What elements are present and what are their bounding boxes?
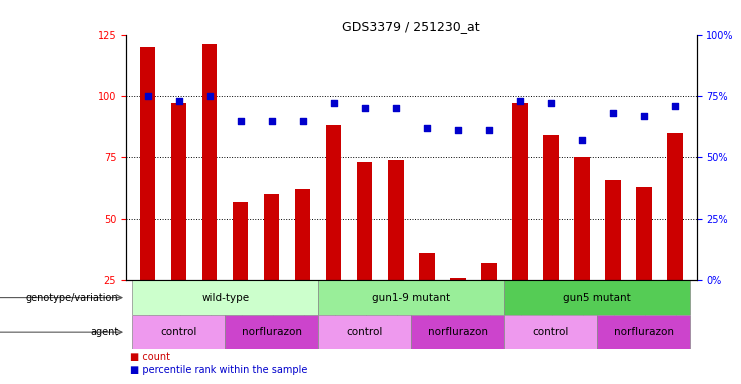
Point bbox=[235, 118, 247, 124]
Point bbox=[421, 125, 433, 131]
Bar bbox=[667, 133, 682, 342]
Text: norflurazon: norflurazon bbox=[242, 327, 302, 337]
Point bbox=[452, 127, 464, 134]
Bar bbox=[411, 315, 505, 349]
Point bbox=[204, 93, 216, 99]
Bar bbox=[295, 189, 310, 342]
Bar bbox=[574, 157, 590, 342]
Text: gun1-9 mutant: gun1-9 mutant bbox=[372, 293, 451, 303]
Bar bbox=[505, 280, 691, 315]
Bar bbox=[140, 47, 156, 342]
Point bbox=[669, 103, 681, 109]
Bar bbox=[597, 315, 691, 349]
Bar bbox=[512, 103, 528, 342]
Text: control: control bbox=[533, 327, 569, 337]
Bar bbox=[419, 253, 434, 342]
Point bbox=[266, 118, 278, 124]
Point bbox=[483, 127, 495, 134]
Bar bbox=[543, 135, 559, 342]
Point bbox=[173, 98, 185, 104]
Point bbox=[514, 98, 525, 104]
Bar bbox=[171, 103, 187, 342]
Bar bbox=[357, 162, 373, 342]
Text: ■ count: ■ count bbox=[130, 352, 170, 362]
Bar bbox=[636, 187, 651, 342]
Bar bbox=[233, 202, 248, 342]
Point bbox=[142, 93, 153, 99]
Bar bbox=[318, 280, 505, 315]
Bar bbox=[264, 194, 279, 342]
Bar bbox=[202, 45, 217, 342]
Bar bbox=[450, 278, 465, 342]
Text: norflurazon: norflurazon bbox=[614, 327, 674, 337]
Text: agent: agent bbox=[90, 327, 119, 337]
Point bbox=[359, 105, 370, 111]
Point bbox=[390, 105, 402, 111]
Text: norflurazon: norflurazon bbox=[428, 327, 488, 337]
Bar bbox=[481, 263, 496, 342]
Point bbox=[607, 110, 619, 116]
Text: control: control bbox=[161, 327, 197, 337]
Text: genotype/variation: genotype/variation bbox=[26, 293, 119, 303]
Point bbox=[328, 100, 339, 106]
Bar bbox=[326, 126, 342, 342]
Bar bbox=[388, 160, 404, 342]
Text: wild-type: wild-type bbox=[201, 293, 249, 303]
Bar bbox=[225, 315, 318, 349]
Bar bbox=[605, 180, 620, 342]
Bar bbox=[318, 315, 411, 349]
Bar bbox=[132, 315, 225, 349]
Text: ■ percentile rank within the sample: ■ percentile rank within the sample bbox=[130, 364, 307, 375]
Text: control: control bbox=[347, 327, 383, 337]
Title: GDS3379 / 251230_at: GDS3379 / 251230_at bbox=[342, 20, 480, 33]
Point bbox=[297, 118, 309, 124]
Point bbox=[638, 113, 650, 119]
Point bbox=[545, 100, 556, 106]
Text: gun5 mutant: gun5 mutant bbox=[563, 293, 631, 303]
Point bbox=[576, 137, 588, 143]
Bar bbox=[132, 280, 318, 315]
Bar bbox=[505, 315, 597, 349]
